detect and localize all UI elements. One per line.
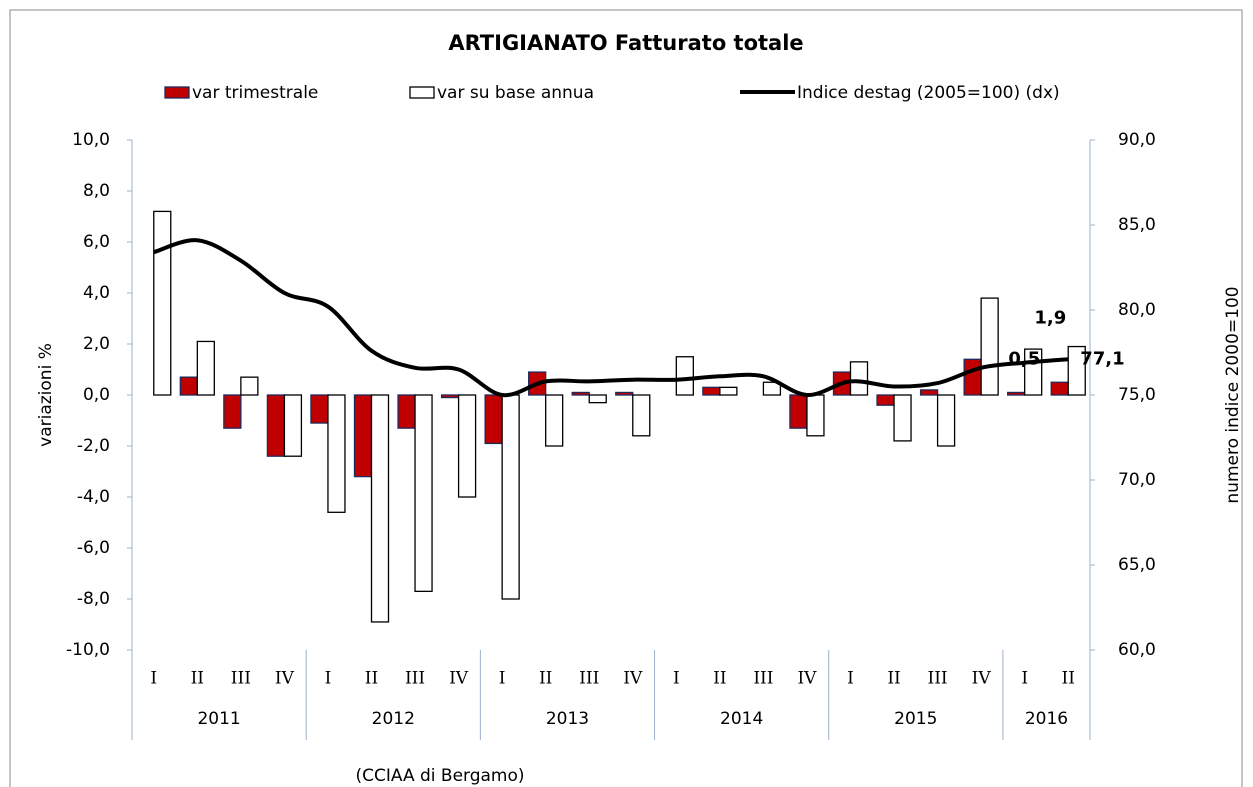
bar [179, 376, 198, 396]
bar [806, 394, 825, 437]
x-tick-label: III [928, 669, 948, 689]
y2-tick-label: 65,0 [1118, 555, 1156, 575]
bar [266, 394, 286, 457]
y2-tick-label: 75,0 [1118, 385, 1156, 405]
bar [615, 391, 634, 396]
x-tick-label: I [847, 669, 854, 689]
x-tick-label: III [405, 669, 425, 689]
bar [545, 394, 564, 447]
legend-swatch [409, 86, 435, 99]
bar [762, 381, 782, 396]
legend-swatch [164, 86, 190, 99]
legend-label: var trimestrale [192, 83, 318, 103]
data-label: 1,9 [1034, 308, 1066, 329]
x-tick-label: II [713, 669, 726, 689]
bar [457, 394, 477, 498]
chart-title: ARTIGIANATO Fatturato totale [448, 31, 803, 55]
line [153, 238, 1069, 398]
bar [936, 394, 956, 447]
bar [310, 394, 329, 424]
bar [876, 394, 895, 406]
bar [1050, 381, 1069, 396]
x-group-label: 2013 [546, 709, 589, 729]
x-tick-label: IV [797, 669, 817, 689]
y-tick-label: 8,0 [83, 181, 110, 201]
bar [223, 394, 242, 429]
bar [1007, 391, 1026, 396]
bar [849, 361, 869, 396]
bar [484, 394, 503, 445]
legend-label: Indice destag (2005=100) (dx) [797, 83, 1060, 103]
data-label: 0,5 [1008, 348, 1040, 369]
x-tick-label: IV [449, 669, 469, 689]
bar [153, 210, 172, 396]
x-tick-label: IV [972, 669, 992, 689]
y2-tick-label: 90,0 [1118, 130, 1156, 150]
x-tick-label: II [887, 669, 900, 689]
bar [353, 394, 373, 478]
y2-axis-label: numero indice 2000=100 [1223, 286, 1243, 503]
x-tick-label: III [753, 669, 773, 689]
bar [327, 394, 346, 513]
bar [963, 358, 982, 396]
bar [919, 389, 939, 396]
y2-tick-label: 80,0 [1118, 300, 1156, 320]
bar [283, 394, 303, 457]
x-tick-label: I [150, 669, 157, 689]
y-axis-label: variazioni % [36, 343, 56, 447]
y-tick-label: -8,0 [77, 589, 110, 609]
y-tick-label: -6,0 [77, 538, 110, 558]
y-tick-label: 10,0 [72, 130, 110, 150]
bar [370, 394, 390, 623]
bar [571, 391, 590, 396]
bar [1067, 345, 1086, 396]
bar [240, 376, 259, 396]
y2-tick-label: 60,0 [1118, 640, 1156, 660]
y-tick-label: 2,0 [83, 334, 110, 354]
y-tick-label: -4,0 [77, 487, 110, 507]
bar [440, 394, 460, 399]
x-tick-label: II [539, 669, 552, 689]
x-group-label: 2015 [894, 709, 937, 729]
x-tick-label: IV [275, 669, 295, 689]
footnote: (CCIAA di Bergamo) [355, 766, 524, 786]
y-tick-label: 6,0 [83, 232, 110, 252]
y-tick-label: -2,0 [77, 436, 110, 456]
x-tick-label: III [579, 669, 599, 689]
x-tick-label: I [325, 669, 332, 689]
x-tick-label: III [231, 669, 251, 689]
bar [414, 394, 433, 593]
bar [719, 386, 738, 396]
x-group-label: 2014 [720, 709, 763, 729]
y2-tick-label: 85,0 [1118, 215, 1156, 235]
y-tick-label: 0,0 [83, 385, 110, 405]
x-tick-label: I [499, 669, 506, 689]
x-tick-label: II [365, 669, 378, 689]
data-label: 77,1 [1080, 348, 1124, 369]
bar [893, 394, 912, 442]
x-group-label: 2016 [1025, 709, 1068, 729]
y2-tick-label: 70,0 [1118, 470, 1156, 490]
x-group-label: 2011 [197, 709, 240, 729]
x-tick-label: II [1062, 669, 1075, 689]
y-tick-label: 4,0 [83, 283, 110, 303]
bar [789, 394, 808, 429]
bar [501, 394, 520, 600]
x-group-label: 2012 [372, 709, 415, 729]
legend-label: var su base annua [437, 83, 594, 103]
x-tick-label: IV [623, 669, 643, 689]
bar [980, 297, 999, 396]
bar [632, 394, 651, 437]
chart-frame [9, 9, 1243, 787]
x-tick-label: I [673, 669, 680, 689]
bar [588, 394, 607, 404]
bar [196, 340, 215, 396]
y-tick-label: -10,0 [66, 640, 110, 660]
bar [397, 394, 416, 429]
x-tick-label: II [191, 669, 204, 689]
x-tick-label: I [1021, 669, 1028, 689]
bar [675, 356, 694, 396]
bar [702, 386, 721, 396]
